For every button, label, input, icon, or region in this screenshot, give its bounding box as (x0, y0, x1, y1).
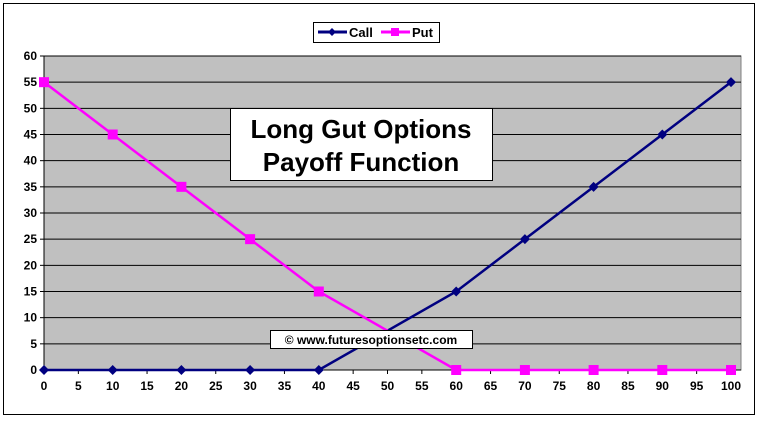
legend: Call Put (313, 22, 440, 43)
x-tick-label: 70 (518, 379, 532, 393)
data-point-put (39, 77, 49, 88)
y-tick-label: 40 (24, 154, 38, 168)
y-tick-label: 60 (24, 49, 38, 63)
y-tick-label: 50 (24, 101, 38, 115)
x-tick-label: 25 (209, 379, 223, 393)
data-point-call (245, 365, 256, 375)
x-tick-label: 60 (450, 379, 464, 393)
x-tick-label: 30 (243, 379, 257, 393)
x-tick-label: 85 (621, 379, 635, 393)
data-point-call (726, 77, 736, 88)
y-tick-label: 10 (24, 311, 38, 325)
data-point-put (588, 365, 599, 375)
chart-title-line-1: Long Gut Options (251, 114, 472, 144)
x-tick-label: 90 (656, 379, 670, 393)
data-point-put (107, 129, 118, 140)
x-tick-label: 45 (346, 379, 360, 393)
x-tick-label: 15 (140, 379, 154, 393)
data-point-call (176, 365, 187, 375)
chart-title-line-2: Payoff Function (263, 147, 459, 177)
data-point-call (657, 129, 668, 140)
y-tick-label: 55 (24, 75, 38, 89)
y-tick-label: 15 (24, 285, 38, 299)
watermark-box: © www.futuresoptionsetc.com (270, 330, 473, 349)
legend-put-label: Put (412, 25, 434, 40)
x-tick-label: 100 (721, 379, 741, 393)
data-point-put (176, 181, 187, 192)
watermark-text: © www.futuresoptionsetc.com (285, 333, 457, 347)
data-point-call (519, 234, 530, 245)
x-tick-label: 65 (484, 379, 498, 393)
y-tick-label: 0 (30, 363, 37, 377)
x-tick-label: 95 (690, 379, 704, 393)
x-tick-label: 0 (41, 379, 48, 393)
x-tick-label: 75 (553, 379, 567, 393)
y-tick-label: 20 (24, 258, 38, 272)
x-tick-label: 5 (75, 379, 82, 393)
data-point-put (313, 286, 324, 297)
y-tick-label: 35 (24, 180, 38, 194)
data-point-call (451, 286, 462, 297)
data-point-put (519, 365, 530, 375)
y-tick-label: 30 (24, 206, 38, 220)
data-point-call (39, 365, 49, 375)
data-point-put (451, 365, 462, 375)
data-point-put (657, 365, 668, 375)
x-tick-label: 50 (381, 379, 395, 393)
y-tick-label: 45 (24, 128, 38, 142)
x-tick-label: 40 (312, 379, 326, 393)
y-tick-label: 25 (24, 232, 38, 246)
x-tick-label: 20 (175, 379, 189, 393)
y-tick-label: 5 (30, 337, 37, 351)
x-tick-label: 80 (587, 379, 601, 393)
chart-title-box: Long Gut Options Payoff Function (230, 108, 493, 181)
x-tick-label: 55 (415, 379, 429, 393)
legend-call-diamond-icon (328, 28, 336, 36)
data-point-call (588, 181, 599, 192)
x-tick-label: 35 (278, 379, 292, 393)
legend-put-square-icon (391, 28, 399, 36)
legend-call-label: Call (349, 25, 373, 40)
x-tick-label: 10 (106, 379, 120, 393)
data-point-put (245, 234, 256, 245)
data-point-call (107, 365, 118, 375)
data-point-call (313, 365, 324, 375)
data-point-put (726, 365, 736, 375)
